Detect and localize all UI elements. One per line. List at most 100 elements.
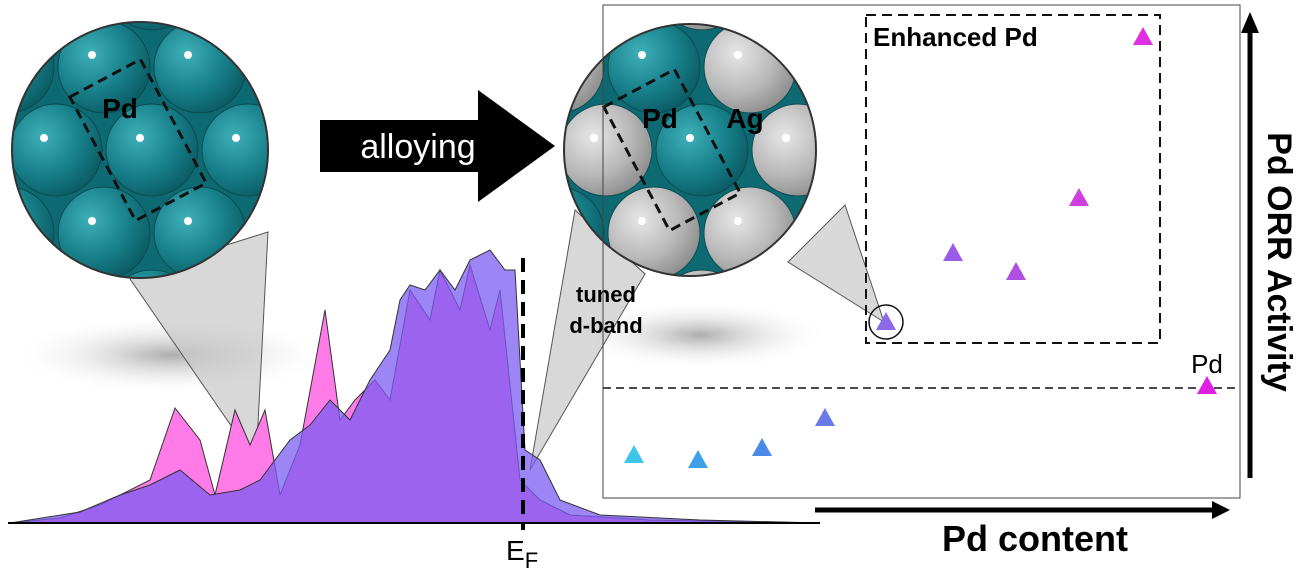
atom	[564, 24, 605, 114]
highlight	[878, 134, 886, 142]
fermi-main: E	[506, 535, 525, 566]
highlight	[974, 300, 982, 308]
highlight	[40, 300, 48, 308]
atom	[751, 103, 816, 197]
atom	[416, 21, 508, 113]
y-arrowhead	[1241, 12, 1259, 33]
dos-alloy	[9, 249, 821, 524]
atom	[249, 22, 268, 114]
highlight	[280, 217, 288, 225]
atom	[564, 103, 653, 197]
triangle-marker	[624, 445, 644, 463]
fermi-sub: F	[525, 548, 538, 573]
atom	[896, 353, 988, 445]
triangle-marker	[752, 438, 772, 456]
atom	[201, 22, 268, 31]
highlight	[136, 300, 144, 308]
highlight	[376, 51, 384, 59]
callout-cone	[787, 204, 885, 324]
x-arrowhead	[1212, 501, 1230, 519]
circle-outline	[11, 21, 269, 279]
atom	[105, 22, 199, 31]
enhanced-box	[865, 14, 1161, 344]
highlight	[184, 217, 192, 225]
highlight	[782, 300, 790, 308]
highlight	[280, 383, 288, 391]
highlight	[184, 51, 192, 59]
pd-point-label: Pd	[1191, 349, 1223, 379]
triangle-marker	[688, 450, 708, 468]
highlight	[542, 217, 550, 225]
highlight	[136, 134, 144, 142]
highlight	[830, 51, 838, 59]
highlight	[280, 51, 288, 59]
atom	[0, 104, 6, 196]
atom	[655, 269, 749, 276]
highlight	[542, 51, 550, 59]
triangle-marker	[1069, 188, 1089, 206]
enhanced-label: Enhanced Pd	[873, 22, 1038, 52]
highlight	[446, 217, 454, 225]
atom	[655, 24, 749, 31]
atom	[896, 187, 988, 279]
plot-frame	[602, 4, 1241, 499]
highlight	[376, 217, 384, 225]
pd-label: Pd	[102, 93, 138, 124]
atom	[800, 353, 892, 445]
highlight	[782, 134, 790, 142]
highlight	[830, 383, 838, 391]
atom	[105, 269, 199, 278]
shadow	[570, 300, 830, 370]
atom	[368, 0, 460, 30]
highlight	[88, 217, 96, 225]
triangle-marker	[1006, 262, 1026, 280]
highlight	[638, 51, 646, 59]
triangle-marker	[876, 312, 896, 330]
highlight	[638, 217, 646, 225]
atom	[346, 187, 438, 279]
atom	[607, 186, 701, 276]
highlight	[328, 300, 336, 308]
highlight	[734, 217, 742, 225]
atom	[57, 186, 151, 278]
atom	[848, 104, 940, 196]
atom	[346, 21, 438, 113]
points	[624, 27, 1217, 468]
highlight	[638, 383, 646, 391]
highlight	[1022, 51, 1030, 59]
ag-label: Ag	[726, 103, 763, 134]
highlight	[686, 134, 694, 142]
atom	[0, 0, 6, 30]
highlight	[1022, 383, 1030, 391]
highlight	[974, 134, 982, 142]
dashed-cell	[67, 57, 209, 223]
highlight	[926, 217, 934, 225]
atom	[57, 22, 151, 114]
triangle-marker	[943, 243, 963, 261]
highlight	[926, 383, 934, 391]
atom	[992, 353, 1084, 445]
atom	[12, 22, 103, 31]
pd-label: Pd	[642, 103, 678, 134]
arrow	[320, 90, 555, 202]
highlight	[446, 51, 454, 59]
highlight	[734, 383, 742, 391]
atom	[944, 104, 1036, 196]
atom	[394, 0, 486, 30]
atom	[105, 103, 199, 197]
callout-text: d-band	[569, 313, 642, 338]
highlight	[472, 51, 480, 59]
arrow-label: alloying	[360, 128, 475, 166]
highlight	[590, 134, 598, 142]
highlight	[232, 134, 240, 142]
highlight	[734, 51, 742, 59]
atom	[607, 24, 701, 114]
atom	[992, 187, 1084, 279]
highlight	[926, 51, 934, 59]
atom	[12, 103, 103, 197]
highlight	[1022, 217, 1030, 225]
callout-text: tuned	[576, 282, 636, 307]
triangle-marker	[815, 408, 835, 426]
atom	[201, 103, 268, 197]
